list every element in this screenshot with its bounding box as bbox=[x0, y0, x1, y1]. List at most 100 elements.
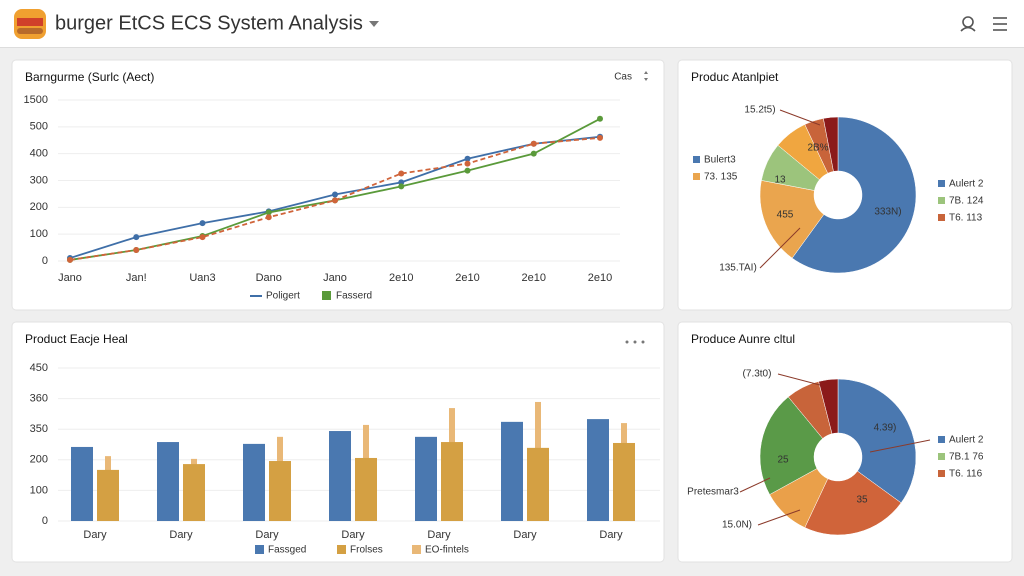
legend-label: Fassged bbox=[268, 545, 306, 556]
legend-label: T6. 113 bbox=[949, 213, 983, 224]
x-tick-label: Dary bbox=[427, 529, 451, 541]
y-tick-label: 500 bbox=[30, 121, 48, 133]
leader-line bbox=[779, 109, 821, 126]
pie-label: Pretesmar3 bbox=[687, 487, 739, 498]
point bbox=[199, 234, 206, 241]
x-tick-label: Dary bbox=[83, 529, 107, 541]
leader-line bbox=[869, 439, 931, 453]
chart-title: Barngurme (Surlc (Aect) bbox=[25, 70, 154, 84]
point bbox=[133, 246, 140, 253]
chart-title: Produce Aunre cltul bbox=[691, 332, 795, 346]
user-button[interactable] bbox=[960, 16, 976, 32]
bar bbox=[613, 442, 635, 521]
leader-line bbox=[759, 227, 801, 269]
chart-menu[interactable]: Cas bbox=[614, 72, 632, 83]
legend-label: Aulert 2 bbox=[949, 435, 984, 446]
bar bbox=[527, 447, 549, 521]
point bbox=[265, 209, 272, 216]
pie-label: 4.39) bbox=[874, 423, 897, 434]
y-tick-label: 0 bbox=[42, 255, 48, 267]
point bbox=[199, 220, 206, 227]
x-tick-label: Uan3 bbox=[189, 272, 215, 284]
leader-line bbox=[777, 373, 821, 386]
y-tick-label: 300 bbox=[30, 174, 48, 186]
chart-title: Product Eacje Heal bbox=[25, 332, 128, 346]
point bbox=[530, 140, 537, 147]
x-tick-label: 2e10 bbox=[389, 272, 413, 284]
legend-swatch bbox=[938, 470, 945, 477]
bar bbox=[501, 421, 523, 521]
point bbox=[597, 115, 603, 122]
pie-label: 13 bbox=[774, 175, 786, 186]
bar bbox=[329, 431, 351, 521]
legend-swatch bbox=[938, 214, 945, 221]
point bbox=[332, 191, 338, 198]
y-tick-label: 200 bbox=[30, 201, 48, 213]
pie-hole bbox=[814, 433, 862, 481]
bar bbox=[415, 436, 437, 521]
leader-line bbox=[757, 509, 801, 526]
legend-label: 7B. 124 bbox=[949, 196, 984, 207]
title-dropdown[interactable] bbox=[369, 21, 379, 27]
bar bbox=[441, 442, 463, 521]
x-tick-label: Dano bbox=[256, 272, 282, 284]
legend-label: Poligert bbox=[266, 291, 300, 302]
legend-label: 73. 135 bbox=[704, 172, 738, 183]
more-icon[interactable] bbox=[625, 340, 645, 344]
legend-swatch bbox=[322, 291, 331, 300]
pie-label: 15.0N) bbox=[722, 520, 752, 531]
x-tick-label: 2e10 bbox=[455, 272, 479, 284]
point bbox=[398, 170, 405, 177]
pie-label: 333N) bbox=[874, 207, 901, 218]
menu-button[interactable] bbox=[993, 17, 1007, 31]
header-bar bbox=[0, 0, 1024, 47]
legend-swatch bbox=[938, 436, 945, 443]
x-tick-label: Jano bbox=[323, 272, 347, 284]
x-tick-label: Dary bbox=[169, 529, 193, 541]
y-tick-label: 450 bbox=[30, 362, 48, 374]
y-tick-label: 400 bbox=[30, 148, 48, 160]
x-tick-label: 2e10 bbox=[588, 272, 612, 284]
legend-label: Frolses bbox=[350, 545, 383, 556]
x-tick-label: Dary bbox=[341, 529, 365, 541]
leader-line bbox=[739, 477, 771, 493]
y-tick-label: 200 bbox=[30, 454, 48, 466]
bar bbox=[243, 443, 265, 521]
bar bbox=[183, 464, 205, 521]
point bbox=[464, 167, 471, 174]
point bbox=[133, 234, 140, 241]
legend-label: T6. 116 bbox=[949, 469, 983, 480]
pie-label: 15.2t5) bbox=[744, 105, 775, 116]
legend-swatch bbox=[337, 545, 346, 554]
bar bbox=[355, 457, 377, 521]
legend-swatch bbox=[412, 545, 421, 554]
point bbox=[464, 155, 471, 162]
y-tick-label: 1500 bbox=[24, 94, 48, 106]
legend-swatch bbox=[938, 453, 945, 460]
point bbox=[530, 150, 537, 157]
bar bbox=[97, 469, 119, 521]
x-tick-label: Jan! bbox=[126, 272, 147, 284]
sort-icon[interactable] bbox=[644, 71, 648, 81]
legend-label: Fasserd bbox=[336, 291, 372, 302]
x-tick-label: Jano bbox=[58, 272, 82, 284]
bar bbox=[269, 461, 291, 521]
bar bbox=[71, 446, 93, 521]
pie-label: (7.3t0) bbox=[743, 369, 772, 380]
pie-label: 25 bbox=[777, 455, 789, 466]
legend-label: Aulert 2 bbox=[949, 179, 984, 190]
chart-title: Produc Atanlpiet bbox=[691, 70, 779, 84]
point bbox=[464, 160, 471, 167]
x-tick-label: Dary bbox=[513, 529, 537, 541]
legend-label: Bulert3 bbox=[704, 155, 736, 166]
pie-label: 455 bbox=[777, 210, 794, 221]
bar bbox=[587, 419, 609, 521]
x-tick-label: 2e10 bbox=[522, 272, 546, 284]
app-title: burger EtCS ECS System Analysis bbox=[55, 12, 363, 34]
legend-label: EO-fintels bbox=[425, 545, 469, 556]
pie-label: 135.TAI) bbox=[719, 263, 757, 274]
bar bbox=[157, 442, 179, 521]
legend-label: 7B.1 76 bbox=[949, 452, 984, 463]
